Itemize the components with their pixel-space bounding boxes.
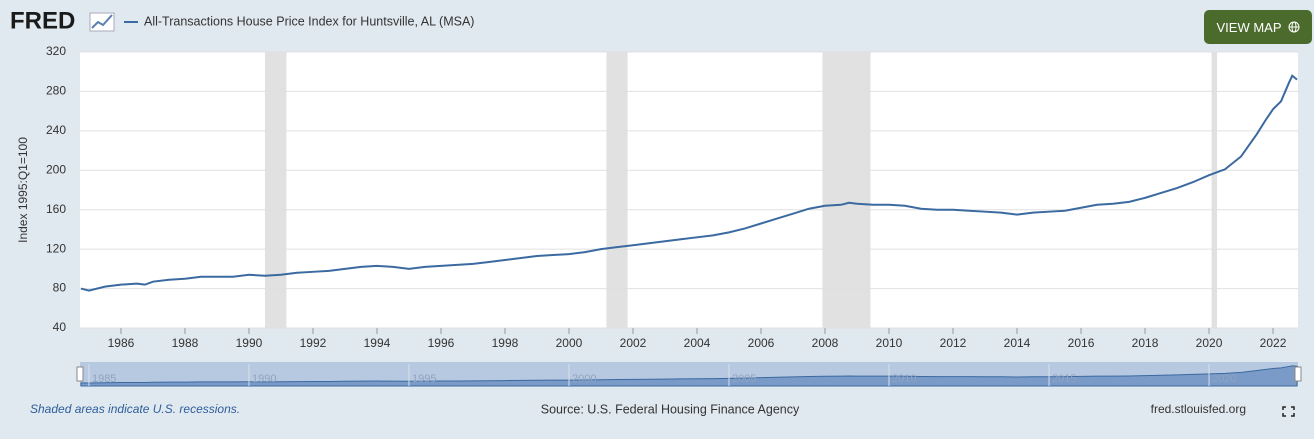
x-tick-label: 1986 xyxy=(108,336,135,350)
y-tick-label: 80 xyxy=(53,281,67,295)
x-tick-label: 1998 xyxy=(492,336,519,350)
logo: FRED xyxy=(10,7,75,34)
globe-icon xyxy=(1288,21,1299,33)
fullscreen-icon[interactable] xyxy=(1282,406,1295,417)
recession-band xyxy=(264,52,287,328)
x-tick-label: 1992 xyxy=(300,336,327,350)
recession-band xyxy=(606,52,628,328)
x-tick-label: 1988 xyxy=(172,336,199,350)
y-tick-label: 240 xyxy=(46,123,66,137)
y-tick-label: 200 xyxy=(46,162,66,176)
series-line xyxy=(80,74,1298,292)
site[interactable]: fred.stlouisfed.org xyxy=(1151,402,1246,416)
navigator-handle[interactable] xyxy=(1294,366,1302,382)
recession-band xyxy=(822,52,871,328)
x-tick-label: 1990 xyxy=(236,336,263,350)
view-map-button[interactable]: VIEW MAP xyxy=(1204,10,1312,44)
y-tick-label: 120 xyxy=(46,241,66,255)
y-axis-label: Index 1995:Q1=100 xyxy=(16,137,30,243)
button-label: VIEW MAP xyxy=(1216,19,1282,35)
navigator-tick-label: 1985 xyxy=(92,373,116,385)
y-tick-label: 280 xyxy=(46,84,66,98)
navigator-tick-label: 2000 xyxy=(572,373,596,385)
x-tick-label: 2022 xyxy=(1260,336,1287,350)
navigator-area xyxy=(80,365,1298,387)
x-tick-label: 2008 xyxy=(812,336,839,350)
x-tick-label: 2012 xyxy=(940,336,967,350)
x-tick-label: 2000 xyxy=(556,336,583,350)
navigator-tick-label: 1995 xyxy=(412,373,436,385)
x-tick-label: 2020 xyxy=(1196,336,1223,350)
x-tick-label: 2018 xyxy=(1132,336,1159,350)
x-tick-label: 1996 xyxy=(428,336,455,350)
y-tick-label: 320 xyxy=(46,44,66,58)
x-tick-label: 1994 xyxy=(364,336,391,350)
navigator-handle[interactable] xyxy=(76,366,84,382)
navigator-tick-label: 2010 xyxy=(892,373,916,385)
x-tick-label: 2004 xyxy=(684,336,711,350)
logo-icon xyxy=(89,12,115,32)
navigator-tick-label: 2005 xyxy=(732,373,756,385)
x-tick-label: 2010 xyxy=(876,336,903,350)
navigator-tick-label: 2015 xyxy=(1052,373,1076,385)
x-tick-label: 2014 xyxy=(1004,336,1031,350)
navigator-tick-label: 2020 xyxy=(1212,373,1236,385)
x-tick-label: 2016 xyxy=(1068,336,1095,350)
recession-band xyxy=(1211,52,1218,328)
source: Source: U.S. Federal Housing Finance Age… xyxy=(541,402,800,416)
navigator-tick-label: 1990 xyxy=(252,373,276,385)
recession-note[interactable]: Shaded areas indicate U.S. recessions. xyxy=(30,402,240,416)
y-tick-label: 160 xyxy=(46,202,66,216)
plot-area xyxy=(80,52,1298,328)
x-tick-label: 2002 xyxy=(620,336,647,350)
x-tick-label: 2006 xyxy=(748,336,775,350)
legend-label: All-Transactions House Price Index for H… xyxy=(144,14,474,28)
y-tick-label: 40 xyxy=(53,320,67,334)
